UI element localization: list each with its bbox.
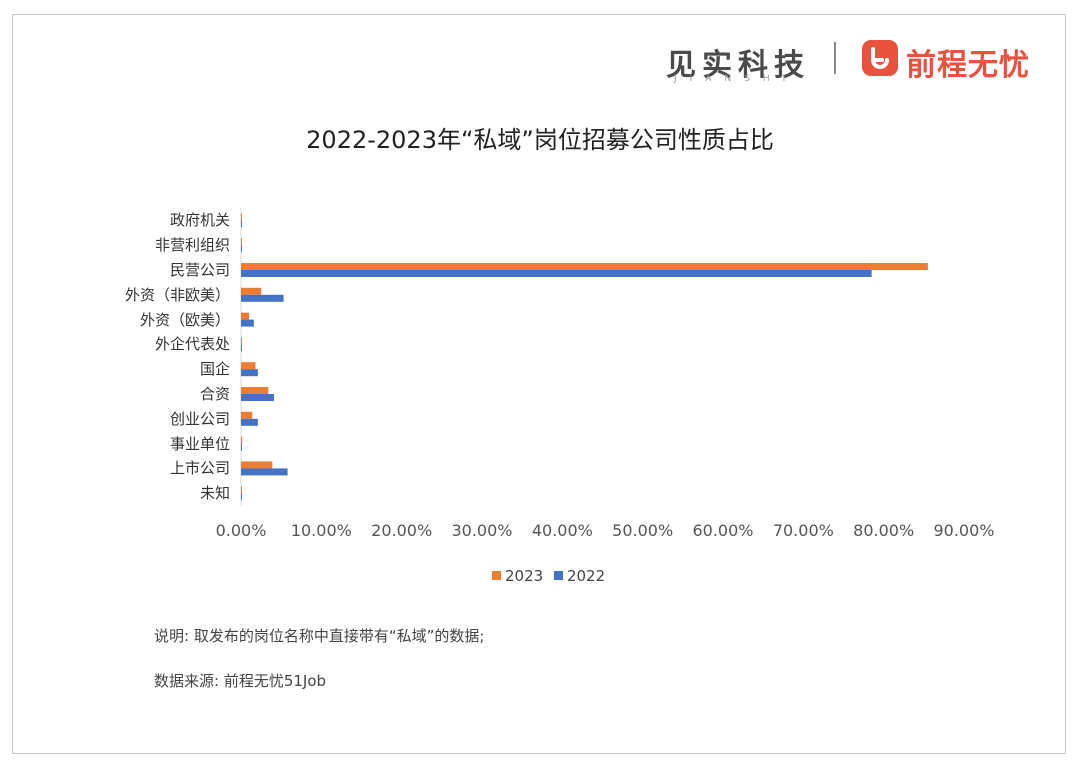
legend-item-2022: 2022 xyxy=(553,566,606,585)
x-tick-label: 30.00% xyxy=(451,521,513,540)
bar-2023-8 xyxy=(241,411,253,419)
bar-2023-2 xyxy=(241,263,928,270)
legend-label-2023: 2023 xyxy=(505,566,544,585)
category-label: 民营公司 xyxy=(169,261,230,279)
x-tick-label: 50.00% xyxy=(612,521,674,540)
x-tick-label: 20.00% xyxy=(371,521,433,540)
bar-2023-3 xyxy=(241,287,262,295)
category-label: 外企代表处 xyxy=(154,335,230,354)
bar-2022-0 xyxy=(241,220,242,228)
bar-2022-6 xyxy=(241,369,258,377)
x-tick-label: 10.00% xyxy=(290,521,352,540)
bar-2022-1 xyxy=(241,245,242,253)
51job-logo-text: 前程无忧 xyxy=(906,48,1030,83)
bar-2022-10 xyxy=(241,468,288,476)
bar-2023-11 xyxy=(241,486,242,494)
x-tick-label: 60.00% xyxy=(692,521,754,540)
bar-2022-5 xyxy=(241,344,242,352)
bar-2023-10 xyxy=(241,461,273,469)
x-tick-label: 90.00% xyxy=(933,521,995,540)
x-tick-label: 0.00% xyxy=(215,521,267,540)
category-label: 创业公司 xyxy=(169,409,230,428)
legend-item-2023: 2023 xyxy=(492,567,543,585)
category-label: 外资（非欧美） xyxy=(124,285,230,304)
bar-2022-2 xyxy=(241,270,872,277)
bar-2023-6 xyxy=(241,362,256,370)
brand-separator xyxy=(834,42,836,74)
category-label: 上市公司 xyxy=(169,459,230,478)
category-label: 外资（欧美） xyxy=(139,310,230,329)
x-tick-label: 70.00% xyxy=(772,521,834,540)
legend-label-2022: 2022 xyxy=(566,566,606,585)
chart-legend: 2023 2022 xyxy=(492,566,611,585)
bar-2023-5 xyxy=(241,337,242,345)
chart-title: 2022-2023年“私域”岗位招募公司性质占比 xyxy=(306,126,774,154)
bar-2023-1 xyxy=(241,238,242,246)
jianshi-pinyin: JIANSHI xyxy=(674,74,799,84)
legend-swatch-2023 xyxy=(492,571,501,580)
data-source: 数据来源: 前程无忧51Job xyxy=(154,672,327,690)
bar-2022-9 xyxy=(241,443,242,451)
x-tick-label: 80.00% xyxy=(853,521,915,540)
bar-2022-3 xyxy=(241,294,284,302)
category-label: 非营利组织 xyxy=(154,236,230,255)
bar-2022-8 xyxy=(241,418,258,426)
chart-description: 说明: 取发布的岗位名称中直接带有“私域”的数据; xyxy=(154,627,485,645)
category-label: 合资 xyxy=(199,385,230,403)
brand-header: 见实科技 JIANSHI 前程无忧 xyxy=(666,40,1046,84)
bar-2023-9 xyxy=(241,436,243,444)
bar-2023-0 xyxy=(241,213,242,221)
jianshi-logo-text: 见实科技 xyxy=(666,48,810,83)
bar-2023-7 xyxy=(241,387,269,394)
category-label: 政府机关 xyxy=(169,211,230,230)
bar-2022-11 xyxy=(241,493,242,501)
category-label: 事业单位 xyxy=(169,434,230,453)
bar-2023-4 xyxy=(241,312,250,320)
category-label: 国企 xyxy=(199,360,230,379)
bar-2022-7 xyxy=(241,394,274,401)
legend-swatch-2022 xyxy=(553,571,563,580)
category-label: 未知 xyxy=(199,484,230,503)
bar-2022-4 xyxy=(241,319,254,327)
smile-icon xyxy=(862,40,898,76)
x-tick-label: 40.00% xyxy=(531,521,593,540)
chart-card xyxy=(12,14,1066,754)
